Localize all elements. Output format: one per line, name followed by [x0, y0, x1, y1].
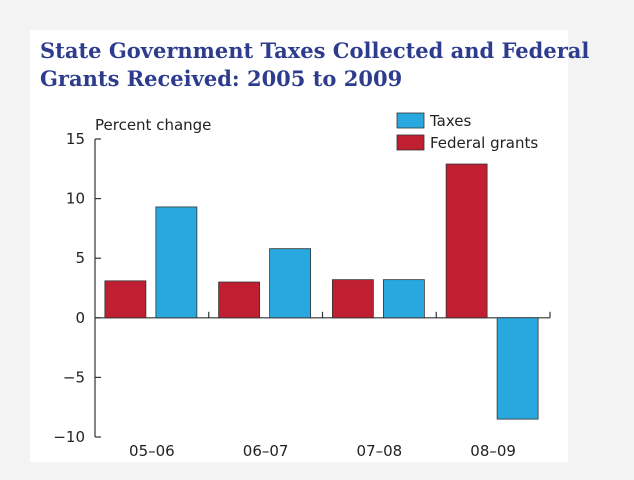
bar	[155, 206, 198, 319]
bar	[104, 280, 147, 319]
bar	[445, 163, 488, 319]
chart-title-line: Grants Received: 2005 to 2009	[40, 66, 402, 91]
bar	[382, 279, 425, 319]
y-tick-label: 10	[66, 190, 85, 208]
y-tick-label: −5	[63, 368, 85, 386]
x-tick-label: 07–08	[357, 442, 403, 460]
bar	[331, 279, 374, 319]
bar	[496, 317, 539, 420]
legend-swatch	[396, 112, 425, 129]
bar	[218, 281, 261, 319]
x-tick-label: 05–06	[129, 442, 175, 460]
y-tick-label: −10	[53, 428, 85, 446]
x-tick-label: 06–07	[243, 442, 289, 460]
legend-label: Taxes	[429, 112, 472, 130]
legend-swatch	[396, 134, 425, 151]
y-tick-label: 5	[75, 249, 85, 267]
y-tick-label: 15	[66, 130, 85, 148]
x-tick-label: 08–09	[470, 442, 516, 460]
bar	[269, 248, 312, 319]
chart-title: State Government Taxes Collected and Fed…	[40, 38, 597, 91]
legend-label: Federal grants	[430, 134, 538, 152]
y-tick-label: 0	[75, 309, 85, 327]
chart-title-line: State Government Taxes Collected and Fed…	[40, 38, 589, 63]
y-axis-label: Percent change	[95, 116, 211, 134]
